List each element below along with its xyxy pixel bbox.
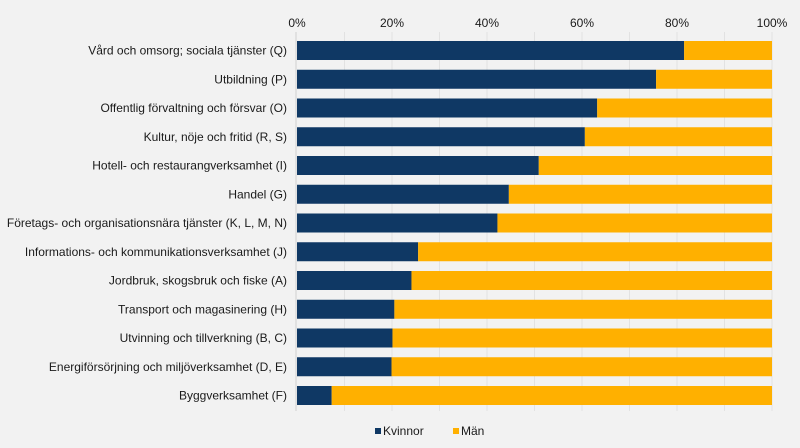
category-label: Vård och omsorg; sociala tjänster (Q) [88,44,287,58]
x-tick-label: 0% [288,16,306,30]
legend-swatch [375,428,381,434]
legend: Kvinnor Män [375,424,484,438]
bar-man [394,299,772,319]
bar-man [331,386,772,405]
legend-swatch [453,428,459,434]
category-label: Informations- och kommunikationsverksamh… [25,245,287,259]
bar-kvinnor [297,299,395,319]
category-label: Byggverksamhet (F) [179,389,287,403]
x-tick-label: 100% [757,16,788,30]
legend-label: Män [461,424,484,438]
bar-kvinnor [297,213,498,233]
x-tick-label: 20% [380,16,404,30]
category-label: Utvinning och tillverkning (B, C) [120,331,287,345]
category-label: Kultur, nöje och fritid (R, S) [144,130,287,144]
bar-kvinnor [297,127,585,147]
category-label: Handel (G) [228,187,287,201]
x-tick-label: 80% [665,16,689,30]
bar-kvinnor [297,271,412,290]
category-label: Transport och magasinering (H) [118,302,287,316]
bar-kvinnor [297,69,657,89]
bar-man [391,357,772,377]
bar-man [418,242,772,262]
category-label: Hotell- och restaurangverksamhet (I) [92,159,287,173]
category-label: Energiförsörjning och miljöverksamhet (D… [49,360,287,374]
x-tick-label: 60% [570,16,594,30]
bar-man [411,271,772,290]
bar-man [497,213,772,233]
category-label: Företags- och organisationsnära tjänster… [7,216,287,230]
category-label: Utbildning (P) [214,72,287,86]
bar-kvinnor [297,41,685,60]
x-tick-label: 40% [475,16,499,30]
bar-kvinnor [297,98,598,118]
bar-kvinnor [297,357,392,377]
bar-man [684,41,772,60]
bars [297,41,772,405]
bar-man [508,184,772,204]
bar-kvinnor [297,184,509,204]
bar-man [584,127,772,147]
bar-man [538,156,772,175]
bar-kvinnor [297,156,539,175]
category-label: Offentlig förvaltning och försvar (O) [100,101,287,115]
category-label: Jordbruk, skogsbruk och fiske (A) [109,274,287,288]
bar-man [656,69,772,89]
legend-label: Kvinnor [383,424,424,438]
x-axis-ticks: 0% 20% 40% 60% 80% 100% [288,16,787,30]
bar-kvinnor [297,328,393,348]
bar-kvinnor [297,386,332,405]
category-labels: Vård och omsorg; sociala tjänster (Q) Utb… [7,44,287,403]
bar-man [597,98,772,118]
bar-kvinnor [297,242,419,262]
bar-man [392,328,772,348]
